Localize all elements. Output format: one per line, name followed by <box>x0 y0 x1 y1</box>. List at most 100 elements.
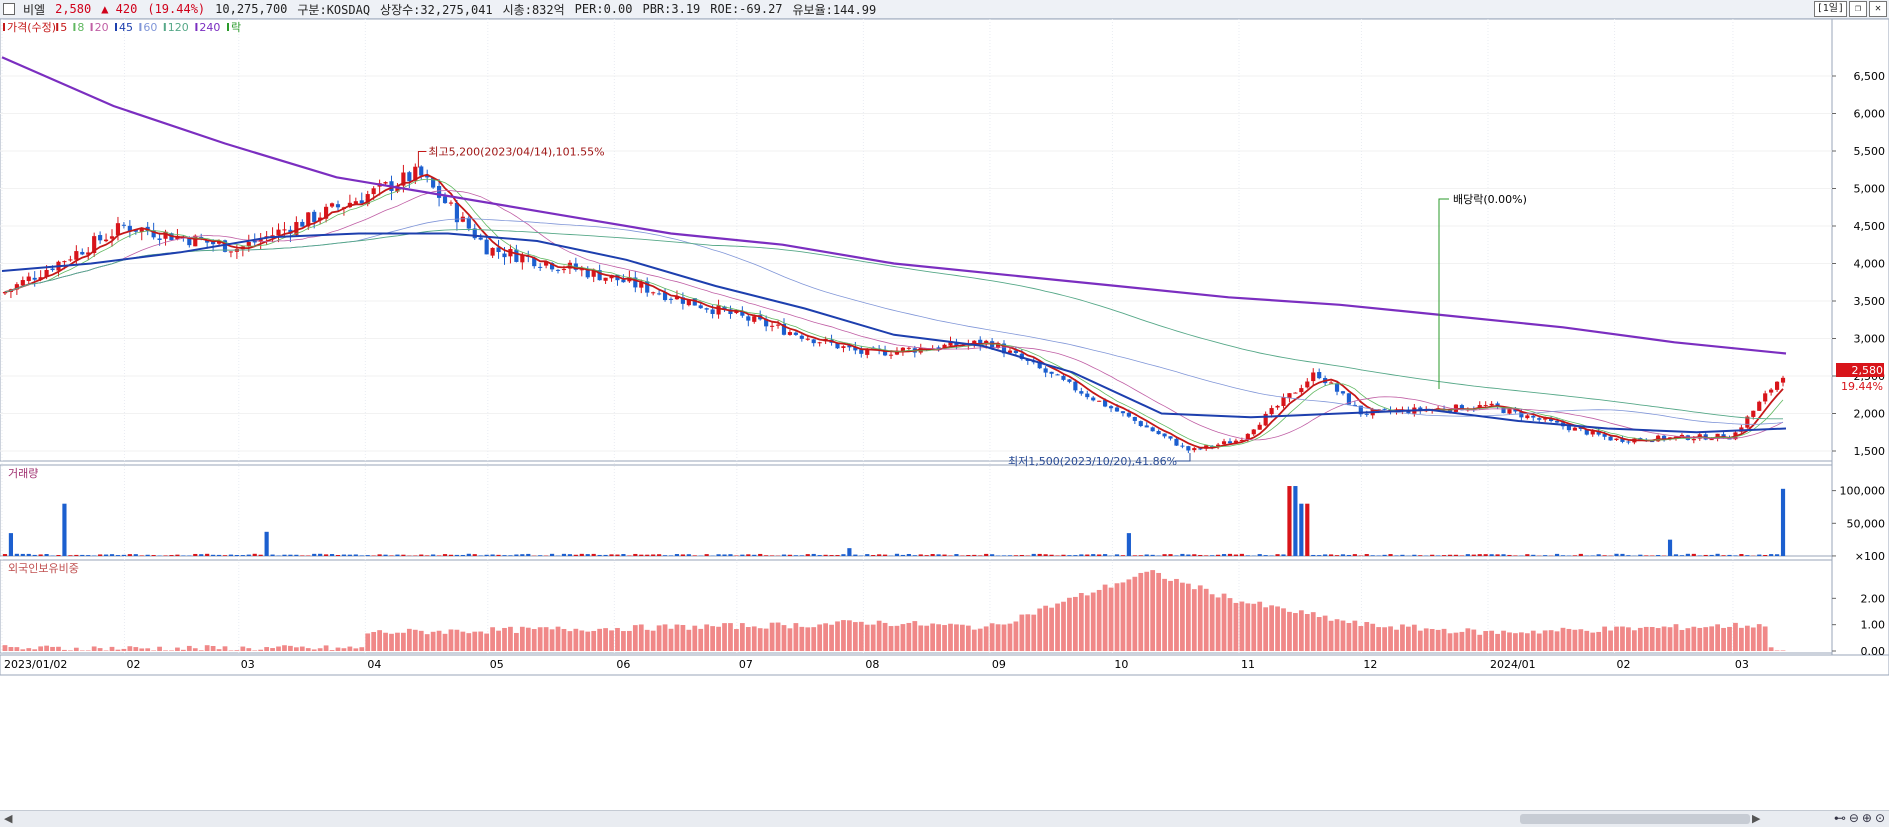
foreign-bar <box>1608 631 1613 651</box>
candle <box>538 267 542 268</box>
foreign-bar <box>229 650 234 651</box>
foreign-bar <box>1573 630 1578 651</box>
volume-bar <box>294 555 298 556</box>
foreign-bar <box>1757 624 1762 651</box>
candle <box>806 339 810 340</box>
foreign-bar <box>1614 627 1619 651</box>
volume-bar <box>770 555 774 556</box>
foreign-bar <box>1008 624 1013 651</box>
stock-chart[interactable]: 6,5006,0005,5005,0004,5004,0003,5003,000… <box>0 19 1889 810</box>
legend-item: 240 <box>199 21 220 34</box>
foreign-bar <box>1567 629 1572 651</box>
horizontal-scrollbar[interactable]: ◀ ▶ ⊷ ⊖ ⊕ ⊙ <box>0 810 1889 827</box>
foreign-bar <box>1400 624 1405 651</box>
foreign-bar <box>645 630 650 651</box>
volume-bar <box>74 555 78 556</box>
zoom-in-icon[interactable]: ⊕ <box>1862 811 1872 825</box>
zoom-reset-icon[interactable]: ⊙ <box>1875 811 1885 825</box>
volume-bar <box>383 555 387 556</box>
candle <box>1769 390 1773 393</box>
volume-bar <box>1775 554 1779 556</box>
foreign-bar <box>211 646 216 651</box>
volume-bar <box>1603 555 1607 556</box>
candle <box>800 336 804 339</box>
volume-bar <box>1394 555 1398 556</box>
foreign-bar <box>1347 623 1352 651</box>
foreign-bar <box>68 650 73 651</box>
volume-bar <box>1246 555 1250 556</box>
foreign-bar <box>1733 623 1738 651</box>
foreign-bar <box>431 632 436 651</box>
volume-bar <box>562 554 566 556</box>
close-icon[interactable]: ✕ <box>1869 1 1887 17</box>
period-selector[interactable]: [1일] <box>1814 1 1847 17</box>
restore-icon[interactable]: ❐ <box>1849 1 1867 17</box>
foreign-bar <box>1210 594 1215 651</box>
foreign-bar <box>794 623 799 651</box>
volume-bar <box>1484 554 1488 556</box>
volume-bar <box>199 554 203 556</box>
scroll-thumb[interactable] <box>1520 814 1750 824</box>
volume-bar <box>901 555 905 556</box>
volume-bar <box>764 555 768 556</box>
foreign-bar <box>1049 608 1054 651</box>
candle <box>407 172 411 181</box>
foreign-bar <box>1031 615 1036 651</box>
volume-bar <box>1496 554 1500 556</box>
volume-bar <box>1591 555 1595 556</box>
zoom-out-icon[interactable]: ⊖ <box>1849 811 1859 825</box>
x-tick-label: 02 <box>1617 658 1631 671</box>
volume-bar <box>1085 555 1089 556</box>
candle <box>1281 397 1285 406</box>
dividend-annotation: 배당락(0.00%) <box>1453 193 1527 206</box>
volume-bar <box>1430 555 1434 556</box>
candle <box>1531 416 1535 418</box>
volume-bar <box>1299 504 1303 556</box>
foreign-bar <box>1293 613 1298 651</box>
price-tick-label: 6,000 <box>1854 108 1886 121</box>
select-checkbox[interactable] <box>3 3 15 15</box>
foreign-bar <box>365 633 370 651</box>
volume-bar <box>657 554 661 556</box>
candle <box>1275 406 1279 408</box>
candle <box>1186 446 1190 450</box>
foreign-bar <box>799 627 804 651</box>
candle <box>1097 401 1101 402</box>
volume-bar <box>1329 554 1333 556</box>
market-type: 구분:KOSDAQ <box>297 1 370 18</box>
candle <box>705 308 709 309</box>
slider-icon[interactable]: ⊷ <box>1834 811 1846 825</box>
foreign-bar <box>1519 632 1524 651</box>
foreign-bar <box>1674 624 1679 651</box>
candle <box>1567 426 1571 430</box>
legend-item: 8 <box>77 21 84 34</box>
foreign-bar <box>258 650 263 651</box>
foreign-bar <box>912 621 917 651</box>
foreign-bar <box>883 623 888 651</box>
foreign-bar <box>532 629 537 651</box>
foreign-bar <box>966 626 971 651</box>
foreign-bar <box>1311 612 1316 651</box>
foreign-bar <box>1668 627 1673 651</box>
volume-bar <box>806 554 810 556</box>
foreign-bar <box>478 632 483 651</box>
current-price: 2,580 <box>55 2 91 16</box>
foreign-bar <box>1436 630 1441 651</box>
volume-bar <box>1317 555 1321 556</box>
foreign-bar <box>1269 605 1274 651</box>
foreign-bar <box>669 629 674 651</box>
foreign-bar <box>246 648 251 651</box>
volume-bar <box>175 555 179 556</box>
per-value: PER:0.00 <box>575 2 633 16</box>
foreign-bar <box>1644 627 1649 651</box>
scroll-left-icon[interactable]: ◀ <box>4 812 12 825</box>
candle <box>21 280 25 285</box>
foreign-bar <box>1180 583 1185 651</box>
volume-bar <box>1055 555 1059 556</box>
candle <box>479 238 483 240</box>
volume-panel-title: 거래량 <box>8 467 38 480</box>
foreign-bar <box>817 624 822 651</box>
volume-bar <box>1097 554 1101 556</box>
scroll-right-icon[interactable]: ▶ <box>1752 812 1760 825</box>
foreign-bar <box>889 626 894 651</box>
